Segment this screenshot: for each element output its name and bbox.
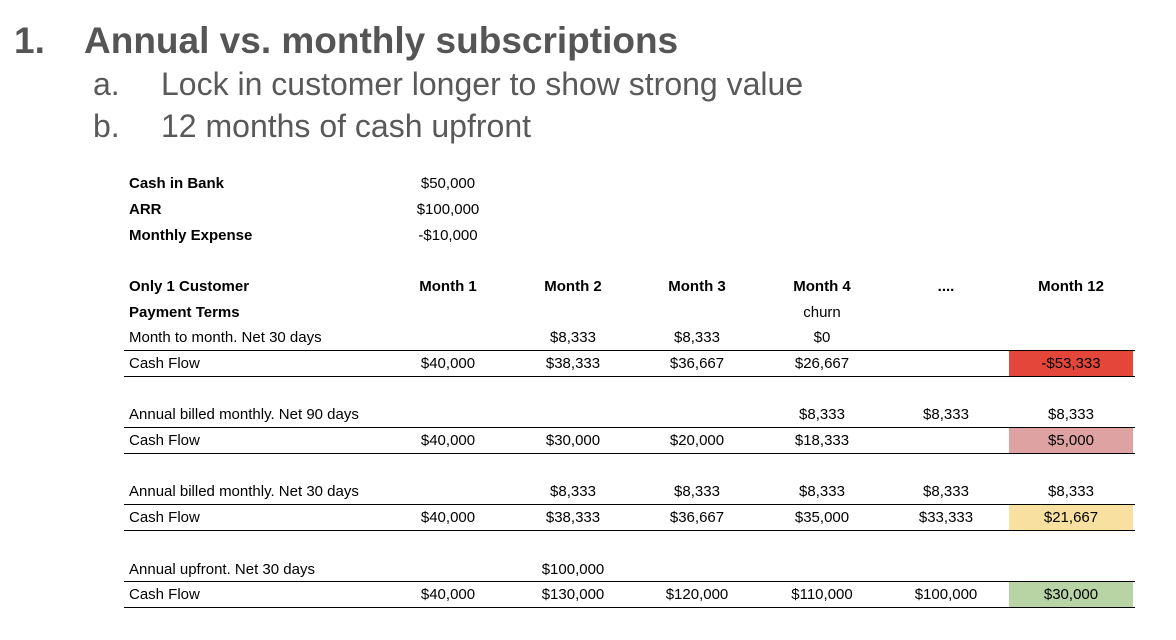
title-number: 1. (14, 20, 45, 61)
cash-flow-label: Cash Flow (129, 355, 200, 372)
cash-flow-label: Cash Flow (129, 509, 200, 526)
row-divider (124, 453, 1135, 454)
cash-flow-value: $5,000 (1048, 432, 1094, 449)
row-divider (124, 581, 1135, 582)
cash-flow-value: $38,333 (545, 509, 601, 526)
month-12-highlight (1009, 351, 1133, 376)
churn-note: churn (803, 304, 841, 321)
column-header: Month 1 (419, 278, 477, 295)
cash-flow-value: $36,667 (669, 355, 725, 372)
cash-flow-value: $20,000 (669, 432, 725, 449)
point-b-letter: b. (93, 108, 120, 144)
cash-flow-value: $18,333 (794, 432, 850, 449)
cash-flow-value: $30,000 (1043, 586, 1099, 603)
summary-label: ARR (129, 201, 162, 218)
cash-flow-value: $26,667 (794, 355, 850, 372)
payment-value: $8,333 (674, 329, 720, 346)
scenario-label: Annual billed monthly. Net 90 days (129, 406, 359, 423)
month-12-highlight (1009, 505, 1133, 530)
cash-flow-value: $40,000 (420, 355, 476, 372)
payment-value: $8,333 (1048, 406, 1094, 423)
row-divider (124, 350, 1135, 351)
point-b: b. 12 months of cash upfront (93, 108, 531, 145)
payment-value: $8,333 (1048, 483, 1094, 500)
title-text: Annual vs. monthly subscriptions (84, 20, 679, 61)
point-a: a. Lock in customer longer to show strong… (93, 66, 803, 103)
cash-flow-label: Cash Flow (129, 432, 200, 449)
cash-flow-value: $40,000 (420, 586, 476, 603)
payment-value: $8,333 (923, 406, 969, 423)
payment-value: $8,333 (799, 406, 845, 423)
point-b-text: 12 months of cash upfront (161, 108, 531, 144)
cash-flow-value: $35,000 (794, 509, 850, 526)
column-header: .... (937, 278, 955, 295)
cash-flow-value: $21,667 (1043, 509, 1099, 526)
cash-flow-value: $36,667 (669, 509, 725, 526)
cash-flow-label: Cash Flow (129, 586, 200, 603)
summary-value: $50,000 (420, 175, 476, 192)
cash-flow-value: $30,000 (545, 432, 601, 449)
row-divider (124, 504, 1135, 505)
cash-flow-value: $120,000 (665, 586, 729, 603)
row-divider (124, 427, 1135, 428)
point-a-text: Lock in customer longer to show strong v… (161, 66, 804, 102)
payment-value: $8,333 (799, 483, 845, 500)
payment-value: $8,333 (923, 483, 969, 500)
column-header: Month 2 (544, 278, 602, 295)
month-12-highlight (1009, 428, 1133, 453)
payment-value: $8,333 (550, 483, 596, 500)
cash-flow-value: $38,333 (545, 355, 601, 372)
scenario-label: Annual billed monthly. Net 30 days (129, 483, 359, 500)
cash-flow-value: $40,000 (420, 509, 476, 526)
payment-value: $0 (813, 329, 831, 346)
cash-flow-value: $33,333 (918, 509, 974, 526)
scenario-label: Month to month. Net 30 days (129, 329, 322, 346)
column-header: Month 12 (1038, 278, 1104, 295)
summary-label: Monthly Expense (129, 227, 253, 244)
row-divider (124, 376, 1135, 377)
month-12-highlight (1009, 582, 1133, 607)
header-label: Only 1 Customer (129, 278, 250, 295)
cash-flow-value: $110,000 (791, 586, 853, 603)
cash-flow-value: $130,000 (541, 586, 605, 603)
payment-terms-label: Payment Terms (129, 304, 240, 321)
slide-title: 1. Annual vs. monthly subscriptions (14, 20, 678, 62)
column-header: Month 4 (793, 278, 851, 295)
row-divider (124, 607, 1135, 608)
row-divider (124, 530, 1135, 531)
payment-value: $100,000 (541, 561, 605, 578)
summary-label: Cash in Bank (129, 175, 225, 192)
point-a-letter: a. (93, 66, 120, 102)
cash-flow-value: $100,000 (914, 586, 978, 603)
summary-value: $100,000 (416, 201, 480, 218)
payment-value: $8,333 (674, 483, 720, 500)
cash-flow-value: -$53,333 (1041, 355, 1101, 372)
summary-value: -$10,000 (418, 227, 478, 244)
cash-flow-value: $40,000 (420, 432, 476, 449)
payment-value: $8,333 (550, 329, 596, 346)
column-header: Month 3 (668, 278, 726, 295)
scenario-label: Annual upfront. Net 30 days (129, 561, 315, 578)
